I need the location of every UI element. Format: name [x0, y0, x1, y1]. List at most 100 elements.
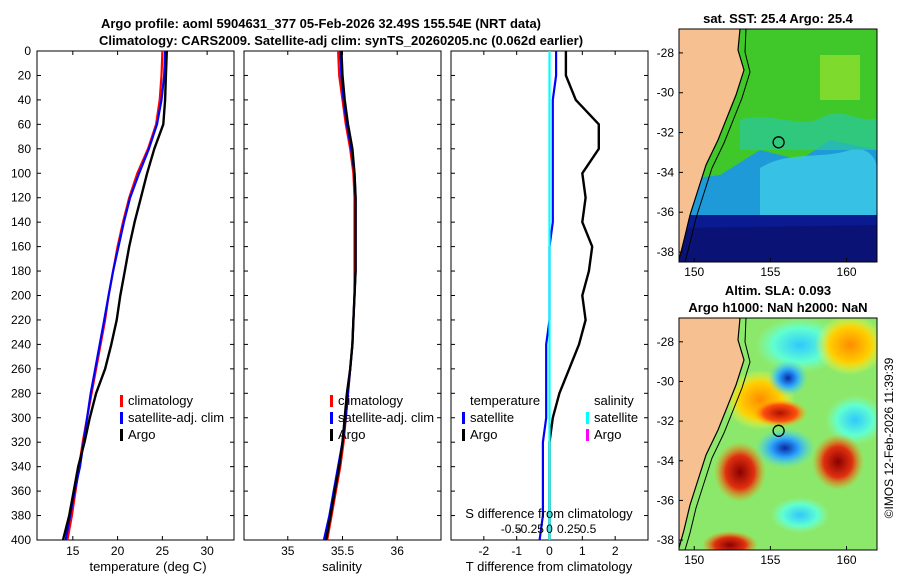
sst-warm-patch [820, 55, 860, 100]
legend-satellite-swatch [330, 412, 333, 424]
y-tick-label: 320 [11, 435, 31, 449]
map-x-tick-label: 160 [837, 553, 857, 567]
y-tick-label: 180 [11, 264, 31, 278]
y-tick-label: 160 [11, 240, 31, 254]
sla-map-panel: Altim. SLA: 0.093 Argo h1000: NaN h2000:… [657, 283, 878, 567]
legend-climatology-swatch [120, 395, 123, 407]
map-y-tick-label: -32 [657, 126, 675, 140]
sst-coastline [679, 29, 745, 261]
sla-yellow-ne [815, 318, 877, 375]
sla-red-south [702, 531, 758, 550]
y-tick-label: 360 [11, 484, 31, 498]
argo-position-marker [772, 136, 785, 149]
sla-blue-eddy-1 [768, 360, 808, 396]
sla-red-eddy-1 [752, 399, 808, 427]
sla-map-title-line2: Argo h1000: NaN h2000: NaN [688, 300, 867, 315]
legend-s-argo-label: Argo [594, 427, 621, 442]
y-tick-label: 0 [24, 44, 31, 58]
map-x-tick-label: 155 [760, 553, 780, 567]
sla-red-eddy-2 [812, 434, 864, 490]
y-tick-label: 280 [11, 386, 31, 400]
difference-legend-temperature: temperature satellite Argo [462, 393, 540, 442]
difference-legend-salinity: salinity satellite Argo [586, 393, 638, 442]
legend-argo-label: Argo [338, 427, 365, 442]
map-x-tick-label: 150 [684, 553, 704, 567]
x-tick-label: 25 [156, 544, 170, 558]
y-tick-label: 260 [11, 362, 31, 376]
legend-t-argo-swatch [462, 429, 465, 441]
legend-climatology-swatch [330, 395, 333, 407]
map-y-tick-label: -36 [657, 493, 675, 507]
x-tick-label: 2 [612, 544, 619, 558]
temperature-xlabel: temperature (deg C) [89, 559, 206, 574]
sla-blue-eddy-2 [755, 428, 815, 468]
difference-xlabel: T difference from climatology [466, 559, 633, 574]
map-x-tick-label: 160 [837, 265, 857, 279]
map-y-tick-label: -38 [657, 245, 675, 259]
y-tick-label: 40 [18, 93, 32, 107]
legend-argo-swatch [120, 429, 123, 441]
legend-t-satellite-swatch [462, 412, 465, 424]
map-y-tick-label: -38 [657, 533, 675, 547]
x-tick-label: 0 [546, 544, 553, 558]
salinity-legend: climatology satellite-adj. clim Argo [330, 393, 434, 442]
s-tick-label: 0.25 [557, 522, 581, 536]
legend-climatology-label: climatology [128, 393, 194, 408]
legend-temperature-title: temperature [470, 393, 540, 408]
y-tick-label: 380 [11, 509, 31, 523]
x-tick-label: -1 [511, 544, 522, 558]
x-tick-label: 1 [579, 544, 586, 558]
s-tick-label: -0.25 [517, 522, 545, 536]
x-tick-label: 30 [200, 544, 214, 558]
map-y-tick-label: -32 [657, 414, 675, 428]
temperature-legend: climatology satellite-adj. clim Argo [120, 393, 224, 442]
y-tick-label: 100 [11, 166, 31, 180]
salinity-xlabel: salinity [322, 559, 362, 574]
argo-position-marker [772, 424, 785, 437]
y-tick-label: 140 [11, 215, 31, 229]
difference-panel: -2 -1 0 1 2 T difference from climatology S … [450, 50, 649, 574]
sla-cyan-east [825, 395, 877, 445]
y-tick-label: 340 [11, 460, 31, 474]
figure-title-line2: Climatology: CARS2009. Satellite-adj cli… [99, 33, 583, 48]
temperature-panel: 0 20 40 60 80 100 120 140 160 180 200 220 240 260 280 3… [11, 44, 235, 574]
map-y-tick-label: -28 [657, 46, 675, 60]
series-line-argo [61, 50, 168, 541]
series-line-argo [324, 50, 357, 541]
y-tick-label: 20 [18, 68, 32, 82]
sst-cyan-water [760, 149, 877, 215]
sla-map-frame [678, 317, 878, 551]
map-y-tick-label: -30 [657, 86, 675, 100]
y-tick-label: 300 [11, 411, 31, 425]
map-y-tick-label: -34 [657, 165, 675, 179]
sst-map-field [679, 29, 877, 262]
s-tick-label: -0.5 [501, 522, 522, 536]
sst-land [679, 29, 744, 260]
legend-s-satellite-swatch [586, 412, 589, 424]
sla-land [679, 318, 744, 548]
legend-satellite-swatch [120, 412, 123, 424]
x-tick-label: 36 [391, 544, 405, 558]
y-tick-label: 220 [11, 313, 31, 327]
legend-s-satellite-label: satellite [594, 410, 638, 425]
legend-argo-swatch [330, 429, 333, 441]
x-tick-label: 20 [111, 544, 125, 558]
map-x-tick-label: 155 [760, 265, 780, 279]
legend-s-argo-swatch [586, 429, 589, 441]
y-tick-label: 400 [11, 533, 31, 547]
sla-isobath [684, 318, 751, 550]
s-tick-label: 0 [546, 522, 553, 536]
y-tick-label: 80 [18, 142, 32, 156]
temperature-axes-frame [36, 50, 235, 541]
sla-cyan-south [770, 497, 830, 533]
imos-credit: ©IMOS 12-Feb-2026 11:39:39 [882, 357, 896, 518]
x-tick-label: 15 [66, 544, 80, 558]
map-y-tick-label: -30 [657, 374, 675, 388]
sla-map-title-line1: Altim. SLA: 0.093 [725, 283, 831, 298]
x-tick-label: 35 [281, 544, 295, 558]
x-tick-label: 35.5 [331, 544, 355, 558]
sst-map-title: sat. SST: 25.4 Argo: 25.4 [703, 11, 854, 26]
sla-coastline [679, 318, 745, 549]
y-tick-label: 60 [18, 117, 32, 131]
sst-map-frame [678, 28, 878, 263]
